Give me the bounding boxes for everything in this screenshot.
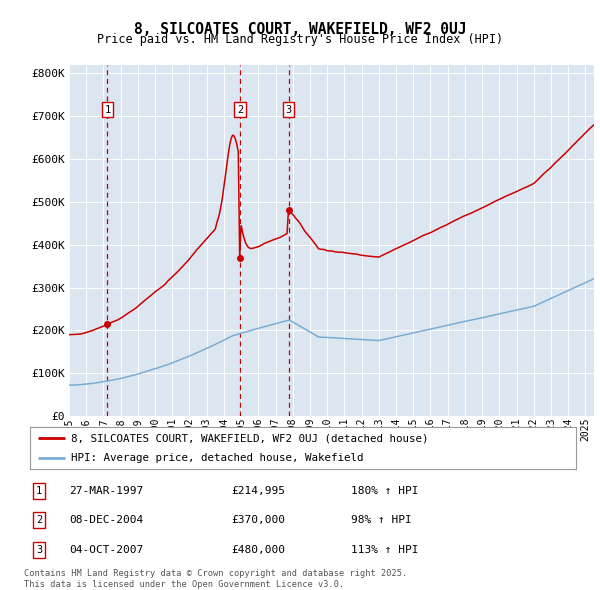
Text: 1: 1: [36, 486, 42, 496]
Text: 1: 1: [104, 105, 110, 115]
Text: HPI: Average price, detached house, Wakefield: HPI: Average price, detached house, Wake…: [71, 454, 364, 463]
Text: £370,000: £370,000: [231, 516, 285, 525]
Text: 113% ↑ HPI: 113% ↑ HPI: [351, 545, 419, 555]
Text: £214,995: £214,995: [231, 486, 285, 496]
Text: 8, SILCOATES COURT, WAKEFIELD, WF2 0UJ (detached house): 8, SILCOATES COURT, WAKEFIELD, WF2 0UJ (…: [71, 433, 428, 443]
Text: 27-MAR-1997: 27-MAR-1997: [69, 486, 143, 496]
Text: 3: 3: [286, 105, 292, 115]
Text: 98% ↑ HPI: 98% ↑ HPI: [351, 516, 412, 525]
Text: £480,000: £480,000: [231, 545, 285, 555]
Text: 3: 3: [36, 545, 42, 555]
Text: 8, SILCOATES COURT, WAKEFIELD, WF2 0UJ: 8, SILCOATES COURT, WAKEFIELD, WF2 0UJ: [134, 22, 466, 37]
Text: 04-OCT-2007: 04-OCT-2007: [69, 545, 143, 555]
Text: 2: 2: [36, 516, 42, 525]
Text: Contains HM Land Registry data © Crown copyright and database right 2025.
This d: Contains HM Land Registry data © Crown c…: [24, 569, 407, 589]
Text: 2: 2: [237, 105, 243, 115]
Text: 180% ↑ HPI: 180% ↑ HPI: [351, 486, 419, 496]
Text: 08-DEC-2004: 08-DEC-2004: [69, 516, 143, 525]
Text: Price paid vs. HM Land Registry's House Price Index (HPI): Price paid vs. HM Land Registry's House …: [97, 33, 503, 46]
